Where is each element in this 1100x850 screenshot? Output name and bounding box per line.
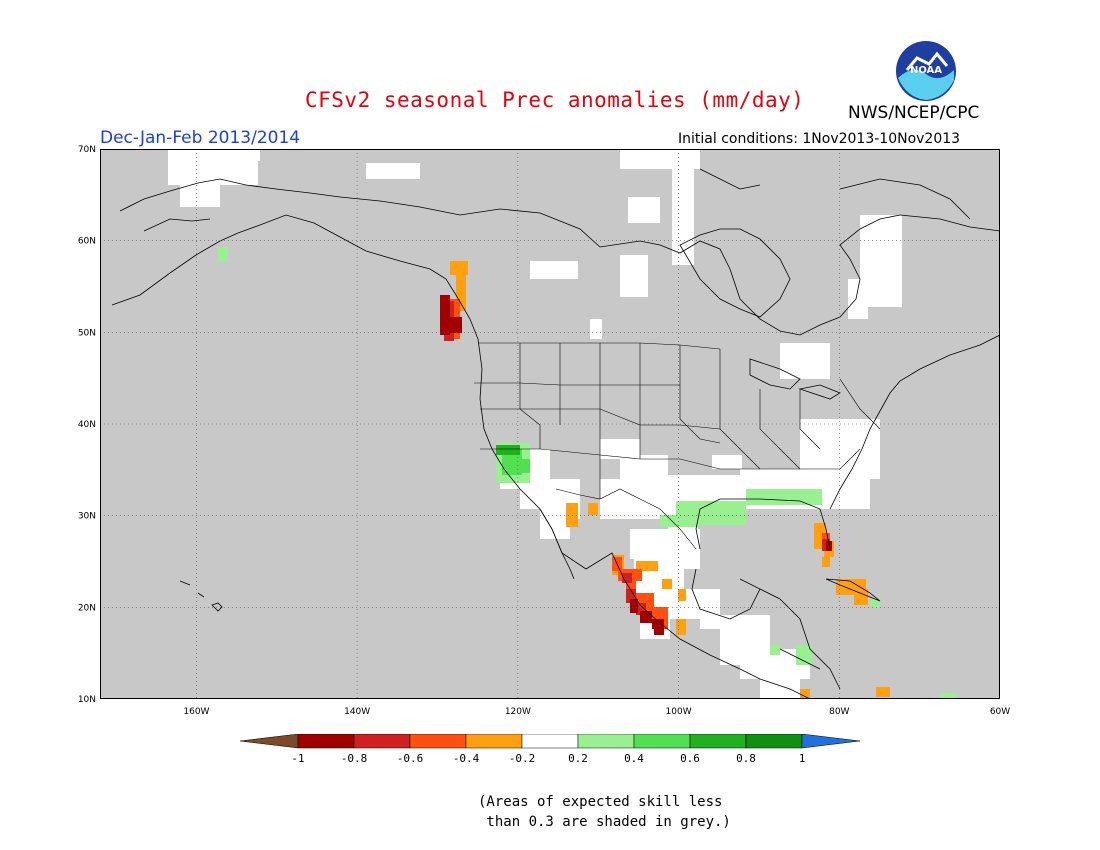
legend-label: -1 — [291, 752, 304, 765]
legend-swatch — [521, 734, 579, 749]
lat-tick-labels: 70N 60N 50N 40N 30N 20N 10N — [78, 145, 96, 705]
legend-labels: -1 -0.8 -0.6 -0.4 -0.2 0.2 0.4 0.6 0.8 1 — [291, 752, 805, 765]
lat-tick-label: 20N — [78, 603, 96, 613]
legend-label: 0.2 — [568, 752, 588, 765]
legend-swatch — [689, 734, 747, 749]
forecast-period: Dec-Jan-Feb 2013/2014 — [100, 128, 301, 148]
lon-tick-label: 160W — [183, 707, 209, 717]
lon-tick-label: 140W — [344, 707, 370, 717]
anomaly-shading — [168, 149, 956, 699]
legend-label: -0.8 — [341, 752, 368, 765]
legend-swatch — [409, 734, 467, 749]
legend-swatch-min-arrow — [240, 734, 299, 749]
color-legend: -1 -0.8 -0.6 -0.4 -0.2 0.2 0.4 0.6 0.8 1 — [240, 734, 860, 765]
legend-swatch — [745, 734, 803, 749]
skill-note: (Areas of expected skill less than 0.3 a… — [478, 794, 731, 830]
legend-swatches — [240, 734, 860, 749]
lat-tick-label: 40N — [78, 420, 96, 430]
lat-tick-label: 60N — [78, 237, 96, 247]
lon-tick-label: 60W — [990, 707, 1010, 717]
lon-tick-label: 120W — [505, 707, 531, 717]
political-borders — [474, 342, 881, 550]
legend-label: 0.8 — [736, 752, 756, 765]
noaa-logo: NOAA — [896, 41, 956, 101]
legend-label: -0.2 — [509, 752, 536, 765]
lat-tick-label: 10N — [78, 695, 96, 705]
lat-tick-label: 30N — [78, 512, 96, 522]
legend-swatch — [353, 734, 411, 749]
legend-swatch — [633, 734, 691, 749]
legend-swatch-max-arrow — [801, 734, 860, 749]
legend-swatch — [465, 734, 523, 749]
legend-label: 1 — [799, 752, 806, 765]
agency-label: NWS/NCEP/CPC — [848, 103, 980, 123]
legend-label: 0.4 — [624, 752, 644, 765]
logo-text: NOAA — [910, 65, 942, 76]
lat-tick-label: 50N — [78, 328, 96, 338]
lon-tick-label: 80W — [829, 707, 849, 717]
lon-tick-labels: 160W 140W 120W 100W 80W 60W — [183, 707, 1010, 717]
legend-label: 0.6 — [680, 752, 700, 765]
lat-tick-label: 70N — [78, 145, 96, 155]
legend-swatch — [297, 734, 355, 749]
map-title: CFSv2 seasonal Prec anomalies (mm/day) — [305, 88, 805, 112]
coastlines-and-borders — [111, 168, 1000, 699]
precip-anomaly-map — [100, 149, 1000, 699]
initial-conditions: Initial conditions: 1Nov2013-10Nov2013 — [678, 131, 961, 147]
legend-label: -0.6 — [397, 752, 424, 765]
legend-label: -0.4 — [453, 752, 480, 765]
lon-tick-label: 100W — [666, 707, 692, 717]
legend-swatch — [577, 734, 635, 749]
